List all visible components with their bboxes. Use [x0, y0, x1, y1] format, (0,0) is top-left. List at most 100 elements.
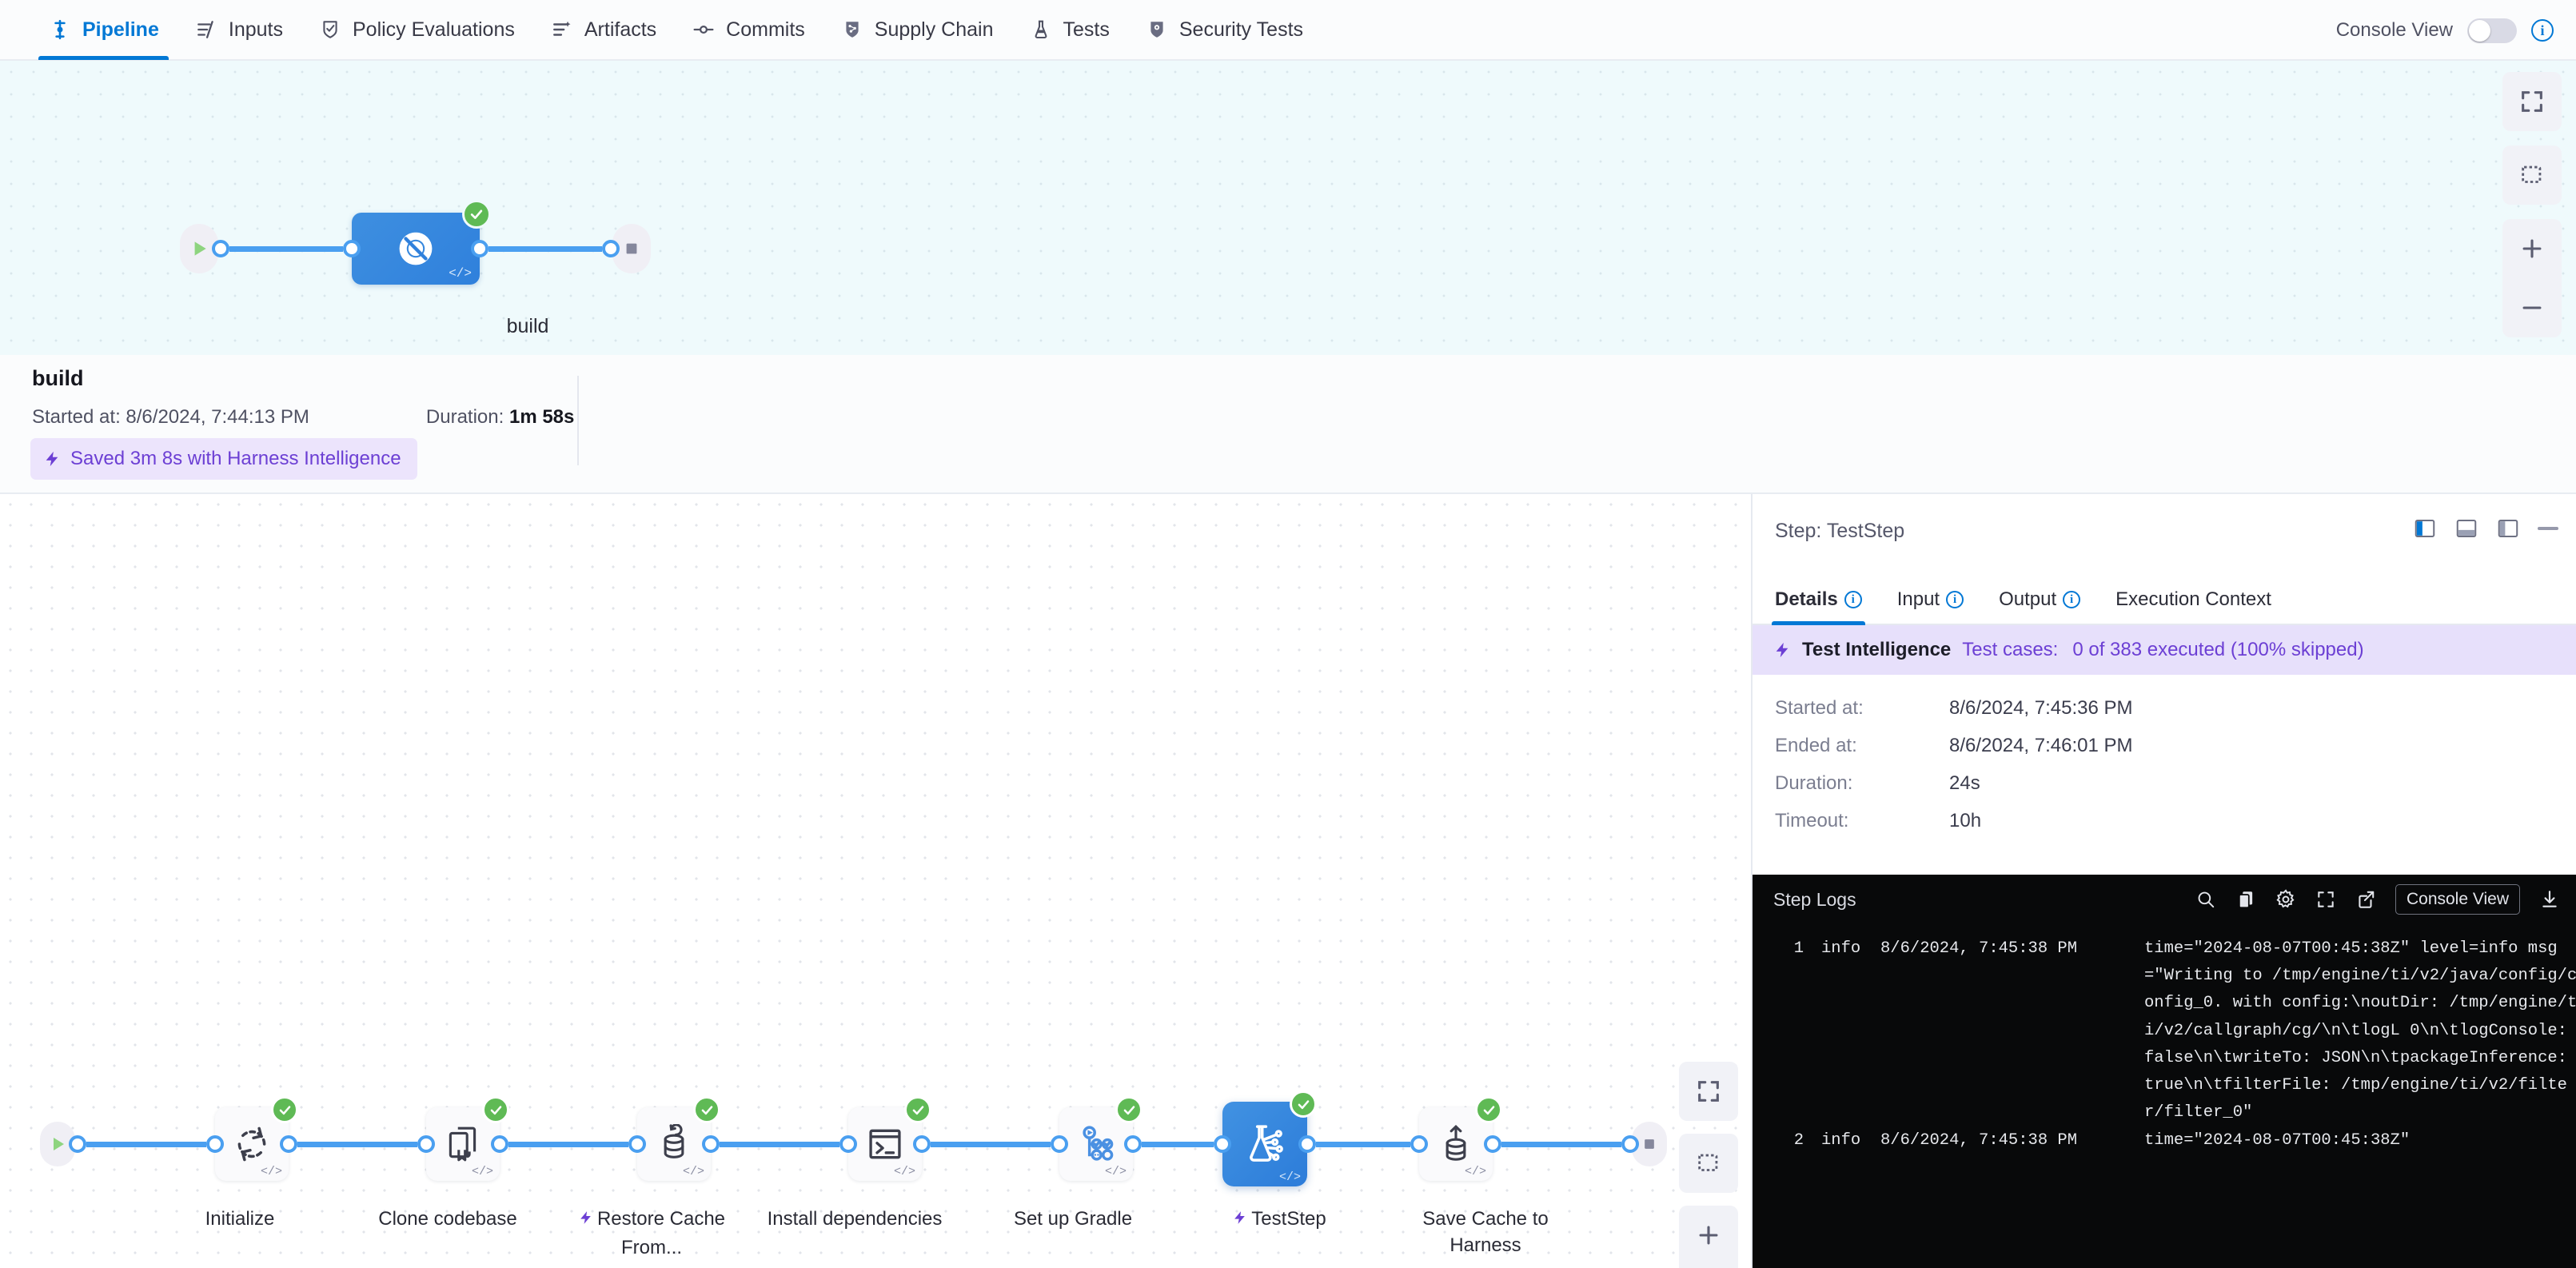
- tab-commits[interactable]: Commits: [674, 0, 823, 60]
- tab-label: Output: [1999, 588, 2057, 610]
- step-node-save-cache-to-harness[interactable]: </>: [1419, 1096, 1502, 1181]
- log-line: 2 info 8/6/2024, 7:45:38 PM time="2024-0…: [1753, 1127, 2576, 1154]
- connector-dot: [417, 1135, 435, 1153]
- code-glyph: </>: [260, 1165, 282, 1178]
- tab-input[interactable]: Input i: [1897, 588, 1981, 624]
- security-shield-icon: [1145, 18, 1169, 42]
- step-panel-tabs: Details i Input i Output i Execution Con…: [1753, 571, 2576, 625]
- step-node-teststep[interactable]: </>: [1222, 1091, 1317, 1186]
- info-icon[interactable]: i: [1844, 591, 1862, 608]
- status-badge-success: [482, 1096, 509, 1123]
- detail-value: 24s: [1949, 772, 1980, 794]
- pipeline-graph-canvas[interactable]: </> build: [0, 61, 2576, 355]
- step-details-panel: Step: TestStep Details i Input: [1751, 494, 2576, 1268]
- step-label-initialize: Initialize: [205, 1208, 275, 1230]
- split-left-icon[interactable]: [2496, 516, 2520, 540]
- zoom-in-icon[interactable]: [2502, 219, 2562, 278]
- step-panel-layout-controls: [2413, 516, 2558, 540]
- tab-output[interactable]: Output i: [1999, 588, 2098, 624]
- artifacts-icon: [550, 18, 574, 42]
- saved-text: Saved 3m 8s with Harness Intelligence: [70, 448, 401, 469]
- zoom-out-icon[interactable]: [2502, 278, 2562, 337]
- step-logs-body[interactable]: 1 info 8/6/2024, 7:45:38 PM time="2024-0…: [1753, 924, 2576, 1268]
- tab-label: Security Tests: [1178, 18, 1304, 41]
- tab-label: Pipeline: [82, 18, 159, 41]
- build-started-at: Started at: 8/6/2024, 7:44:13 PM: [32, 406, 309, 429]
- zoom-controls: [2502, 219, 2562, 337]
- pipeline-stage-row: </>: [180, 200, 651, 285]
- steps-graph-canvas[interactable]: </> </>: [0, 494, 1751, 1268]
- fit-to-screen-icon[interactable]: [2502, 146, 2562, 205]
- step-node-set-up-gradle[interactable]: </>: [1059, 1096, 1142, 1181]
- detail-key: Ended at:: [1775, 735, 1857, 756]
- search-icon[interactable]: [2195, 889, 2216, 910]
- edge-line: [488, 245, 602, 252]
- edge-line: [229, 245, 343, 252]
- tab-label: Input: [1896, 588, 1940, 610]
- save-cache-icon: [1446, 1124, 1466, 1161]
- tab-supply-chain[interactable]: Supply Chain: [823, 0, 1011, 60]
- gear-icon[interactable]: [2275, 889, 2296, 910]
- split-bottom-icon[interactable]: [2454, 516, 2478, 540]
- step-label-save-cache-to-harness: Save Cache to Harness: [1422, 1208, 1549, 1257]
- tab-pipeline[interactable]: Pipeline: [30, 0, 177, 60]
- clone-repo-icon: [449, 1126, 477, 1162]
- console-view-toggle[interactable]: [2467, 18, 2517, 43]
- split-right-icon[interactable]: [2413, 516, 2437, 540]
- tab-label: Policy Evaluations: [352, 18, 515, 41]
- step-node-clone-codebase[interactable]: </>: [426, 1096, 509, 1181]
- tab-execution-context[interactable]: Execution Context: [2115, 588, 2289, 624]
- edge-line: [1142, 1141, 1214, 1147]
- code-glyph: </>: [1278, 1170, 1301, 1184]
- step-detail-rows: Started at: 8/6/2024, 7:45:36 PM Ended a…: [1753, 675, 2576, 847]
- connector-dot: [702, 1135, 720, 1153]
- fullscreen-icon[interactable]: [1679, 1062, 1738, 1121]
- step-node-initialize[interactable]: </>: [215, 1096, 298, 1181]
- connector-dot: [471, 240, 488, 257]
- info-icon[interactable]: i: [2531, 19, 2554, 42]
- connector-dot: [602, 240, 620, 257]
- tab-artifacts[interactable]: Artifacts: [532, 0, 674, 60]
- stage-label-wrapper: build: [180, 315, 788, 338]
- download-icon[interactable]: [2539, 889, 2560, 910]
- connector-dot: [343, 240, 361, 257]
- edge-line: [1501, 1141, 1621, 1147]
- tab-tests[interactable]: Tests: [1011, 0, 1127, 60]
- open-external-icon[interactable]: [2355, 889, 2376, 910]
- copy-icon[interactable]: [2235, 889, 2256, 910]
- log-message: time="2024-08-07T00:45:38Z" level=info m…: [2144, 939, 2576, 1122]
- tab-inputs[interactable]: Inputs: [177, 0, 301, 60]
- detail-key: Timeout:: [1775, 810, 1849, 831]
- zoom-out-icon[interactable]: [1679, 1265, 1738, 1268]
- status-badge-success: [1475, 1096, 1502, 1123]
- console-view-control: Console View i: [2336, 0, 2554, 61]
- step-panel-header: Step: TestStep: [1753, 494, 2576, 571]
- connector-dot: [1124, 1135, 1142, 1153]
- tab-security-tests[interactable]: Security Tests: [1127, 0, 1321, 60]
- log-timestamp: 8/6/2024, 7:45:38 PM: [1880, 1130, 2078, 1150]
- info-icon[interactable]: i: [2063, 591, 2081, 608]
- edge-line: [1316, 1141, 1410, 1147]
- code-glyph: </>: [449, 266, 472, 281]
- info-icon[interactable]: i: [1946, 591, 1964, 608]
- pipeline-icon: [48, 18, 72, 42]
- minimize-icon[interactable]: [2538, 527, 2558, 530]
- tab-details[interactable]: Details i: [1772, 588, 1880, 625]
- steps-row: </> </>: [40, 1091, 1667, 1186]
- fullscreen-icon[interactable]: [2502, 72, 2562, 131]
- fullscreen-icon[interactable]: [2315, 889, 2336, 910]
- terminal-icon: [869, 1129, 901, 1159]
- zoom-in-icon[interactable]: [1679, 1206, 1738, 1265]
- tab-list: Pipeline Inputs Policy: [0, 0, 1321, 60]
- console-view-button[interactable]: Console View: [2395, 884, 2520, 915]
- step-node-install-dependencies[interactable]: </>: [848, 1096, 931, 1181]
- tab-policy-evaluations[interactable]: Policy Evaluations: [301, 0, 532, 60]
- detail-row: Duration: 24s: [1775, 772, 2576, 810]
- build-started-value: 8/6/2024, 7:44:13 PM: [126, 406, 309, 428]
- step-label-text: Restore Cache From...: [596, 1208, 726, 1259]
- step-label-clone-codebase: Clone codebase: [378, 1208, 517, 1230]
- fit-to-screen-icon[interactable]: [1679, 1134, 1738, 1193]
- code-glyph: </>: [1104, 1165, 1127, 1178]
- stage-node-build[interactable]: </>: [352, 200, 491, 285]
- step-node-restore-cache[interactable]: </>: [637, 1096, 720, 1181]
